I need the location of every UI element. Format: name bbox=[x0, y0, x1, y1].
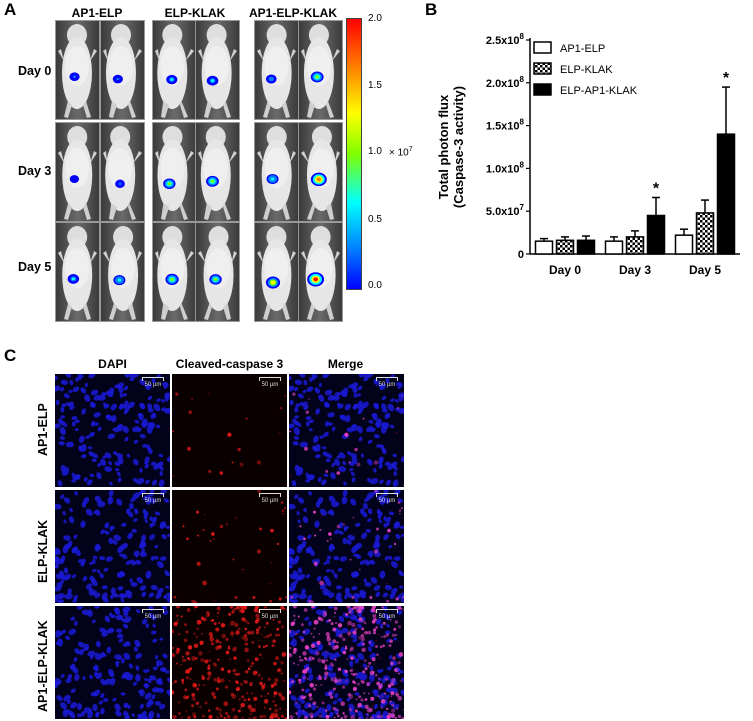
merge-image: 50 µm bbox=[289, 490, 404, 603]
column-header-cleaved-caspase: Cleaved-caspase 3 bbox=[175, 357, 284, 371]
merge-image: 50 µm bbox=[289, 606, 404, 719]
column-header-merge: Merge bbox=[327, 357, 364, 371]
scale-bar: 50 µm bbox=[259, 377, 281, 388]
legend-swatch bbox=[533, 62, 552, 75]
scale-bar-label: 50 µm bbox=[378, 498, 396, 504]
bar bbox=[625, 236, 645, 255]
panel-b-label: B bbox=[425, 0, 438, 19]
y-tick-label: 2.0x108 bbox=[486, 75, 525, 90]
y-tick-label: 2.5x108 bbox=[486, 32, 525, 47]
mouse-bioluminescence-image bbox=[152, 222, 197, 322]
column-header-ap1-elp: AP1-ELP bbox=[71, 6, 123, 20]
colorbar-tick: 1.0 bbox=[368, 146, 382, 157]
row-label-ap1-elp: AP1-ELP bbox=[36, 403, 50, 456]
significance-marker: * bbox=[653, 181, 660, 198]
bar bbox=[555, 239, 575, 255]
mouse-bioluminescence-image bbox=[152, 122, 197, 222]
y-tick-label: 5.0x107 bbox=[486, 203, 525, 218]
mouse-bioluminescence-image bbox=[100, 122, 145, 222]
mouse-bioluminescence-image bbox=[254, 20, 299, 120]
bar bbox=[576, 239, 596, 255]
bar-chart: 0 5.0x107 1.0x108 1.5x108 2.0x108 2.5x108 Tota… bbox=[436, 32, 740, 277]
bar bbox=[646, 214, 666, 255]
scale-bar: 50 µm bbox=[259, 609, 281, 620]
x-tick-label: Day 0 bbox=[549, 263, 581, 277]
bar bbox=[674, 234, 694, 255]
scale-bar-label: 50 µm bbox=[378, 382, 396, 388]
mouse-bioluminescence-image bbox=[55, 20, 100, 120]
scale-bar-label: 50 µm bbox=[261, 382, 279, 388]
scale-bar-label: 50 µm bbox=[144, 614, 162, 620]
scale-bar: 50 µm bbox=[376, 493, 398, 504]
bar bbox=[695, 212, 715, 255]
y-axis-label: Total photon flux(Caspase-3 activity) bbox=[436, 86, 466, 208]
row-label-ap1-elp-klak: AP1-ELP-KLAK bbox=[36, 620, 50, 712]
cleaved-caspase-image: 50 µm bbox=[172, 490, 287, 603]
column-header-ap1-elp-klak: AP1-ELP-KLAK bbox=[248, 6, 337, 20]
cleaved-caspase-image: 50 µm bbox=[172, 374, 287, 487]
mouse-bioluminescence-image bbox=[254, 122, 299, 222]
panel-c-label: C bbox=[4, 346, 17, 365]
x-tick-label: Day 3 bbox=[619, 263, 651, 277]
scale-bar: 50 µm bbox=[376, 377, 398, 388]
x-tick-label: Day 5 bbox=[689, 263, 721, 277]
row-label-day-3: Day 3 bbox=[18, 164, 52, 178]
scale-bar: 50 µm bbox=[259, 493, 281, 504]
mouse-bioluminescence-image bbox=[55, 222, 100, 322]
legend-label: AP1-ELP bbox=[560, 43, 605, 55]
column-header-elp-klak: ELP-KLAK bbox=[164, 6, 226, 20]
colorbar bbox=[346, 18, 362, 290]
scale-bar-label: 50 µm bbox=[144, 382, 162, 388]
dapi-image: 50 µm bbox=[55, 490, 170, 603]
row-label-elp-klak: ELP-KLAK bbox=[36, 519, 50, 583]
bar bbox=[604, 240, 624, 255]
mouse-bioluminescence-image bbox=[195, 122, 240, 222]
mouse-bioluminescence-image bbox=[152, 20, 197, 120]
colorbar-tick: 1.5 bbox=[368, 80, 382, 91]
legend-label: ELP-KLAK bbox=[560, 64, 613, 76]
mouse-bioluminescence-image bbox=[55, 122, 100, 222]
scale-bar: 50 µm bbox=[376, 609, 398, 620]
scale-bar: 50 µm bbox=[142, 377, 164, 388]
bar bbox=[716, 133, 736, 255]
scale-bar-label: 50 µm bbox=[261, 614, 279, 620]
legend-label: ELP-AP1-KLAK bbox=[560, 85, 638, 97]
y-tick-label: 1.0x108 bbox=[486, 160, 525, 175]
merge-image: 50 µm bbox=[289, 374, 404, 487]
mouse-bioluminescence-image bbox=[100, 20, 145, 120]
mouse-bioluminescence-image bbox=[100, 222, 145, 322]
legend-swatch bbox=[533, 83, 552, 96]
bar bbox=[534, 240, 554, 255]
colorbar-tick: 2.0 bbox=[368, 13, 382, 24]
scale-bar-label: 50 µm bbox=[378, 614, 396, 620]
row-label-day-0: Day 0 bbox=[18, 64, 52, 78]
scale-bar-label: 50 µm bbox=[261, 498, 279, 504]
colorbar-tick: 0.0 bbox=[368, 280, 382, 291]
significance-marker: * bbox=[723, 70, 730, 87]
column-header-dapi: DAPI bbox=[98, 357, 127, 371]
colorbar-tick: 0.5 bbox=[368, 214, 382, 225]
panel-a-label: A bbox=[4, 0, 17, 19]
mouse-bioluminescence-image bbox=[254, 222, 299, 322]
y-tick-label: 1.5x108 bbox=[486, 118, 525, 133]
mouse-bioluminescence-image bbox=[298, 122, 343, 222]
mouse-bioluminescence-image bbox=[298, 222, 343, 322]
mouse-bioluminescence-image bbox=[195, 222, 240, 322]
scale-bar-label: 50 µm bbox=[144, 498, 162, 504]
mouse-bioluminescence-image bbox=[298, 20, 343, 120]
legend-swatch bbox=[533, 41, 552, 54]
scale-bar: 50 µm bbox=[142, 493, 164, 504]
mouse-bioluminescence-image bbox=[195, 20, 240, 120]
colorbar-unit: × 107 bbox=[389, 146, 413, 159]
scale-bar: 50 µm bbox=[142, 609, 164, 620]
y-tick-label: 0 bbox=[518, 249, 524, 261]
dapi-image: 50 µm bbox=[55, 606, 170, 719]
dapi-image: 50 µm bbox=[55, 374, 170, 487]
cleaved-caspase-image: 50 µm bbox=[172, 606, 287, 719]
row-label-day-5: Day 5 bbox=[18, 260, 52, 274]
